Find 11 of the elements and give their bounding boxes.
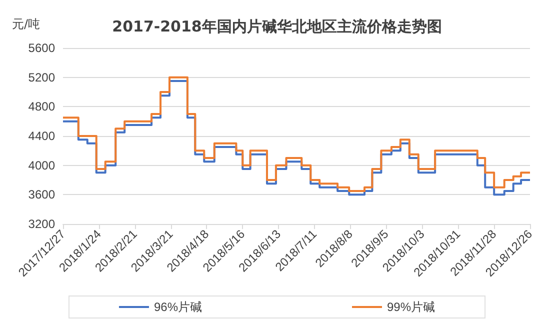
legend-label: 96%片碱	[154, 300, 202, 314]
y-tick-label: 4400	[28, 129, 56, 143]
chart-title: 2017-2018年国内片碱华北地区主流价格走势图	[112, 18, 442, 36]
y-tick-label: 4800	[28, 100, 56, 114]
y-tick-label: 3200	[28, 217, 56, 231]
y-tick-label: 5200	[28, 70, 56, 84]
y-tick-label: 5600	[28, 41, 56, 55]
y-tick-label: 4000	[28, 158, 56, 172]
y-axis-title: 元/吨	[12, 17, 40, 31]
y-tick-label: 3600	[28, 188, 56, 202]
legend-label: 99%片碱	[387, 300, 436, 314]
